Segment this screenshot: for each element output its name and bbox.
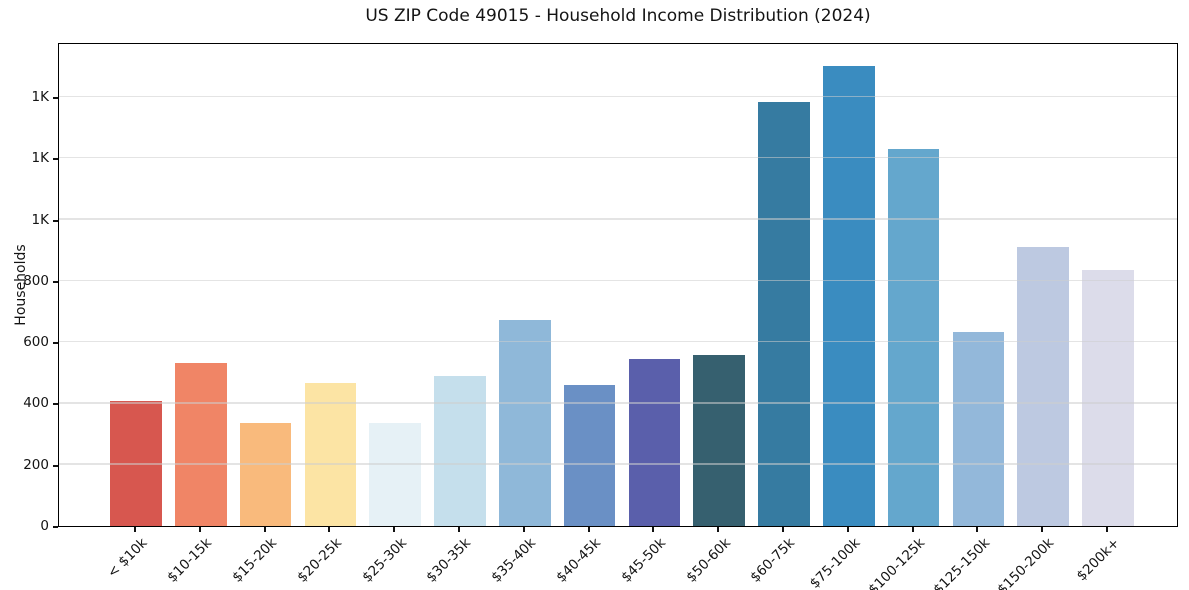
x-tick-label-text: $35-40k — [488, 535, 540, 586]
bar — [1017, 246, 1069, 526]
x-axis-tick — [1041, 527, 1044, 532]
y-tick-label: 1K — [31, 150, 49, 167]
x-axis-tick — [393, 527, 396, 532]
x-tick-label-text: $25-30k — [358, 535, 410, 586]
gridline — [59, 340, 1177, 343]
y-axis-tick — [53, 158, 58, 161]
bar — [628, 358, 681, 526]
bar — [952, 331, 1005, 526]
x-axis-tick — [587, 527, 590, 532]
bar — [563, 385, 616, 526]
bar — [369, 423, 421, 526]
y-tick-label: 0 — [40, 518, 49, 534]
y-axis-tick — [53, 464, 58, 467]
x-tick-label-text: $20-25k — [294, 535, 345, 586]
x-axis-tick — [717, 527, 720, 532]
bar — [499, 319, 551, 526]
bar — [175, 363, 227, 526]
x-tick-label-text: $10-15k — [164, 535, 216, 586]
x-tick-label-text: $200k+ — [1073, 535, 1123, 585]
gridline — [59, 157, 1177, 159]
y-axis-tick — [53, 219, 58, 222]
x-tick-label-text: $45-50k — [618, 535, 669, 586]
x-axis-tick — [458, 527, 460, 532]
x-tick-label-text: $15-20k — [229, 535, 280, 586]
y-tick-label: 200 — [23, 456, 49, 473]
bar — [239, 422, 292, 526]
y-axis-tick — [53, 403, 58, 406]
y-axis-tick — [53, 280, 58, 283]
plot-area — [58, 43, 1178, 527]
gridline — [59, 463, 1177, 465]
x-tick-label-text: $75-100k — [806, 535, 864, 590]
gridline — [59, 218, 1177, 220]
bar — [1082, 269, 1134, 526]
x-axis-tick — [911, 527, 914, 532]
x-axis-tick — [1106, 527, 1108, 532]
x-tick-label-text: $100-125k — [865, 535, 928, 590]
x-tick-label-text: < $10k — [104, 535, 151, 582]
x-tick-label-text: $40-45k — [553, 535, 604, 586]
x-axis-tick — [976, 527, 979, 532]
y-tick-label: 600 — [23, 334, 49, 351]
x-tick-label-text: $125-150k — [929, 535, 993, 590]
gridline — [59, 402, 1177, 404]
x-axis-tick — [652, 527, 655, 532]
y-tick-label: 1K — [31, 89, 49, 106]
y-axis-tick — [53, 342, 58, 345]
chart-title: US ZIP Code 49015 - Household Income Dis… — [365, 6, 871, 26]
y-tick-label: 400 — [23, 395, 49, 412]
bar — [758, 101, 810, 526]
bar — [823, 65, 875, 526]
bar — [434, 376, 486, 526]
x-axis-tick — [328, 527, 331, 532]
y-axis-tick — [53, 526, 58, 528]
gridline — [59, 279, 1177, 281]
y-axis-tick — [53, 97, 58, 100]
x-axis-tick — [782, 527, 784, 532]
x-axis-tick — [263, 527, 266, 532]
bar — [693, 355, 745, 526]
y-tick-label: 800 — [23, 272, 49, 289]
y-tick-label: 1K — [31, 211, 49, 228]
bar — [304, 383, 357, 526]
x-axis-tick — [846, 527, 849, 532]
x-tick-label-text: $60-75k — [747, 535, 799, 586]
x-tick-label-text: $150-200k — [994, 535, 1058, 590]
x-axis-tick — [134, 527, 136, 532]
x-axis-tick — [198, 527, 201, 532]
bar — [887, 148, 940, 526]
x-axis-tick — [522, 527, 525, 532]
gridline — [59, 95, 1177, 98]
x-tick-label-text: $30-35k — [423, 535, 475, 586]
x-tick-label-text: $50-60k — [682, 535, 734, 586]
